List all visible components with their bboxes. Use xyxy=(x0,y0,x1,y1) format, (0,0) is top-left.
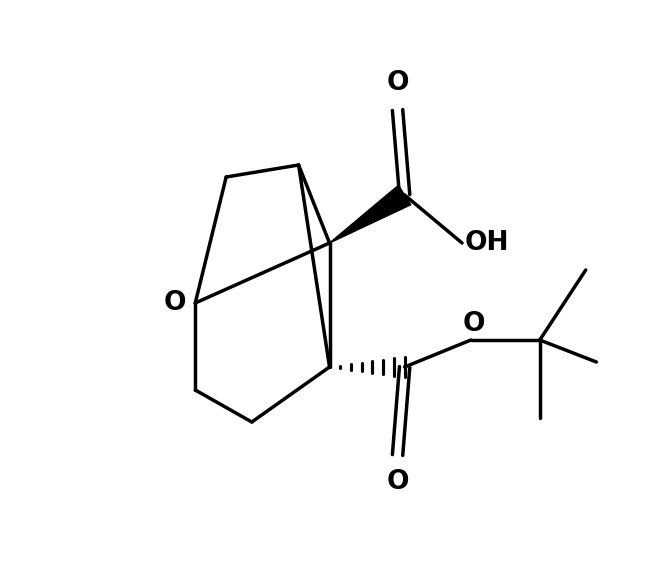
Text: O: O xyxy=(164,290,186,316)
Text: O: O xyxy=(462,311,485,337)
Text: O: O xyxy=(386,70,409,96)
Polygon shape xyxy=(329,185,411,243)
Text: OH: OH xyxy=(465,230,509,256)
Text: O: O xyxy=(386,469,409,495)
